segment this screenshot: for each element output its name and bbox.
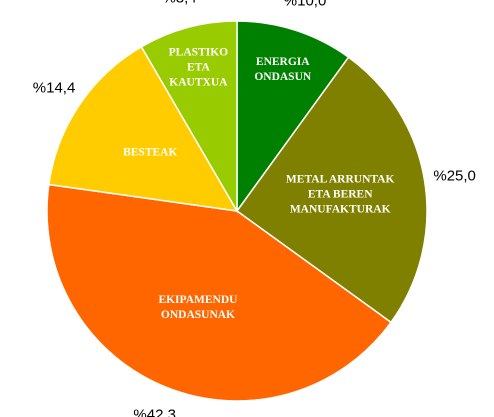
value-label: %25,0	[433, 167, 476, 185]
value-label: %14,4	[32, 79, 76, 97]
slice-label: EKIPAMENDU ONDASUNAK	[158, 293, 238, 321]
pie-slice	[48, 45, 239, 212]
pie-slice	[46, 183, 393, 402]
pie-slice	[236, 20, 350, 214]
value-label: %10,0	[283, 0, 327, 10]
value-label: %8,4	[162, 0, 196, 7]
value-label: %42,3	[133, 406, 176, 417]
pie-slice	[235, 56, 428, 324]
slice-label: PLASTIKO ETA KAUTXUA	[168, 46, 229, 89]
slice-label: ENERGIA ONDASUN	[254, 56, 312, 84]
pie-slice	[140, 20, 238, 214]
slice-label: BESTEAK	[123, 146, 178, 159]
slice-label: METAL ARRUNTAK ETA BEREN MANUFAKTURAK	[285, 173, 395, 215]
